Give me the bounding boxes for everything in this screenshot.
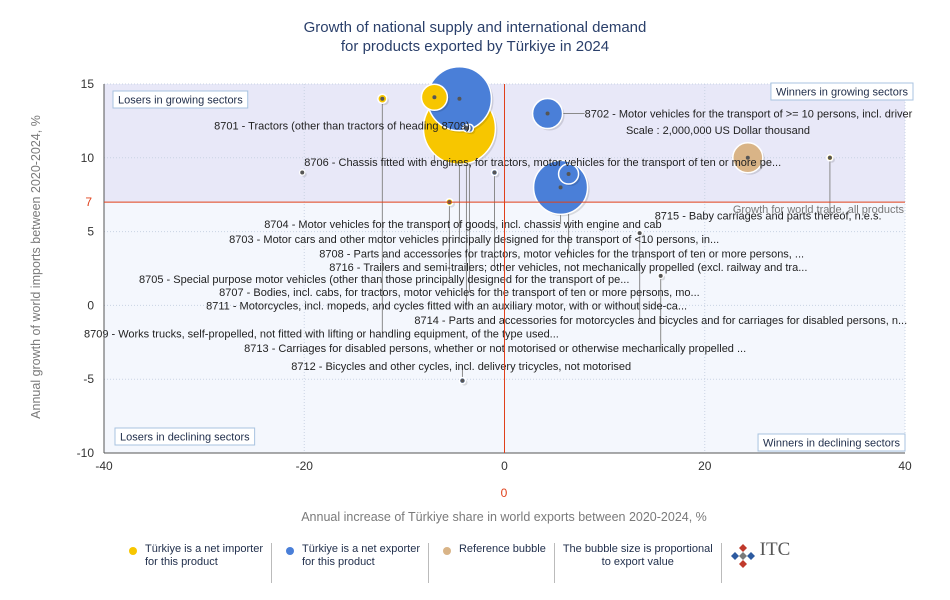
- itc-logo-text: ITC: [759, 539, 791, 560]
- importer-bubble-icon: [129, 547, 137, 555]
- quadrant-label-top-right: Winners in growing sectors: [770, 82, 914, 101]
- x-zero-label: 0: [501, 486, 508, 500]
- y-ref-label: 7: [85, 195, 92, 209]
- legend-reference: Reference bubble: [429, 543, 555, 583]
- bubble-center-minor: [300, 170, 305, 175]
- bubble-center-ref: [745, 155, 750, 160]
- label-8705: 8705 - Special purpose motor vehicles (o…: [139, 274, 629, 286]
- quadrant-label-bottom-right: Winners in declining sectors: [757, 433, 906, 452]
- x-tick-label: -20: [296, 459, 314, 473]
- reference-bubble-icon: [442, 547, 451, 555]
- bubble-center-8704: [558, 185, 563, 190]
- bubble-center-8714: [637, 231, 642, 236]
- quadrant-label-text: Losers in declining sectors: [120, 432, 250, 444]
- bubble-center-8716: [492, 170, 497, 175]
- y-tick-label: 5: [87, 225, 94, 239]
- x-tick-label: -40: [95, 459, 113, 473]
- y-tick-label: -5: [83, 372, 94, 386]
- quadrant-label-text: Winners in growing sectors: [776, 87, 909, 99]
- legend-size-note: The bubble size is proportional to expor…: [555, 543, 722, 583]
- legend: Türkiye is a net importer for this produ…: [115, 539, 799, 583]
- quadrant-label-top-left: Losers in growing sectors: [112, 90, 249, 109]
- label-8708: 8708 - Parts and accessories for tractor…: [319, 249, 804, 261]
- bubble-chart: 8701 - Tractors (other than tractors of …: [29, 19, 914, 524]
- x-tick-label: 40: [898, 459, 912, 473]
- bubble-center-8708: [566, 172, 571, 177]
- x-axis-title: Annual increase of Türkiye share in worl…: [301, 510, 707, 524]
- x-tick-label: 0: [501, 459, 508, 473]
- bubble-center-8711: [464, 126, 469, 131]
- y-tick-label: 15: [81, 77, 95, 91]
- chart-title-line-1: Growth of national supply and internatio…: [304, 19, 647, 36]
- bubble-center-8703: [457, 96, 462, 101]
- label-8709: 8709 - Works trucks, self-propelled, not…: [84, 328, 559, 340]
- world-trade-label: Growth for world trade, all products: [733, 204, 905, 216]
- chart-title-line-2: for products exported by Türkiye in 2024: [341, 38, 609, 55]
- label-8712: 8712 - Bicycles and other cycles, incl. …: [291, 361, 631, 373]
- legend-importer-text: Türkiye is a net importer for this produ…: [145, 543, 263, 568]
- label-8706: 8706 - Chassis fitted with engines, for …: [304, 157, 781, 169]
- bubble-center-8702: [545, 111, 550, 116]
- label-8714: 8714 - Parts and accessories for motorcy…: [414, 315, 907, 327]
- label-8703: 8703 - Motor cars and other motor vehicl…: [229, 234, 719, 246]
- legend-size-text: The bubble size is proportional to expor…: [562, 543, 713, 568]
- bubble-center-8715: [827, 155, 832, 160]
- scale-label: Scale : 2,000,000 US Dollar thousand: [626, 125, 810, 137]
- y-tick-label: 0: [87, 298, 94, 312]
- label-8704: 8704 - Motor vehicles for the transport …: [264, 219, 661, 231]
- itc-logo: ITC: [722, 539, 799, 583]
- bubble-center-8709: [380, 96, 385, 101]
- label-8716: 8716 - Trailers and semi-trailers; other…: [329, 262, 807, 274]
- y-tick-label: 10: [81, 151, 95, 165]
- label-8711: 8711 - Motorcycles, incl. mopeds, and cy…: [206, 300, 687, 312]
- itc-logo-icon: [730, 544, 755, 568]
- label-8707: 8707 - Bodies, incl. cabs, for tractors,…: [219, 287, 700, 299]
- legend-reference-text: Reference bubble: [458, 543, 546, 555]
- x-tick-label: 20: [698, 459, 712, 473]
- bubble-center-8706: [432, 95, 437, 100]
- label-8702: 8702 - Motor vehicles for the transport …: [585, 109, 913, 121]
- label-8701: 8701 - Tractors (other than tractors of …: [214, 120, 470, 132]
- quadrant-label-text: Winners in declining sectors: [763, 438, 900, 450]
- y-tick-label: -10: [77, 446, 95, 460]
- quadrant-label-text: Losers in growing sectors: [118, 95, 243, 107]
- bubble-center-8713: [658, 273, 663, 278]
- legend-exporter-text: Türkiye is a net exporter for this produ…: [301, 543, 420, 568]
- bubble-center-8712: [460, 378, 465, 383]
- exporter-bubble-icon: [285, 547, 294, 555]
- quadrant-label-bottom-left: Losers in declining sectors: [114, 427, 256, 446]
- legend-importer: Türkiye is a net importer for this produ…: [115, 543, 272, 583]
- label-8715: 8715 - Baby carriages and parts thereof,…: [655, 210, 882, 222]
- label-8713: 8713 - Carriages for disabled persons, w…: [244, 343, 746, 355]
- legend-exporter: Türkiye is a net exporter for this produ…: [272, 543, 429, 583]
- y-axis-title: Annual growth of world imports between 2…: [29, 115, 43, 419]
